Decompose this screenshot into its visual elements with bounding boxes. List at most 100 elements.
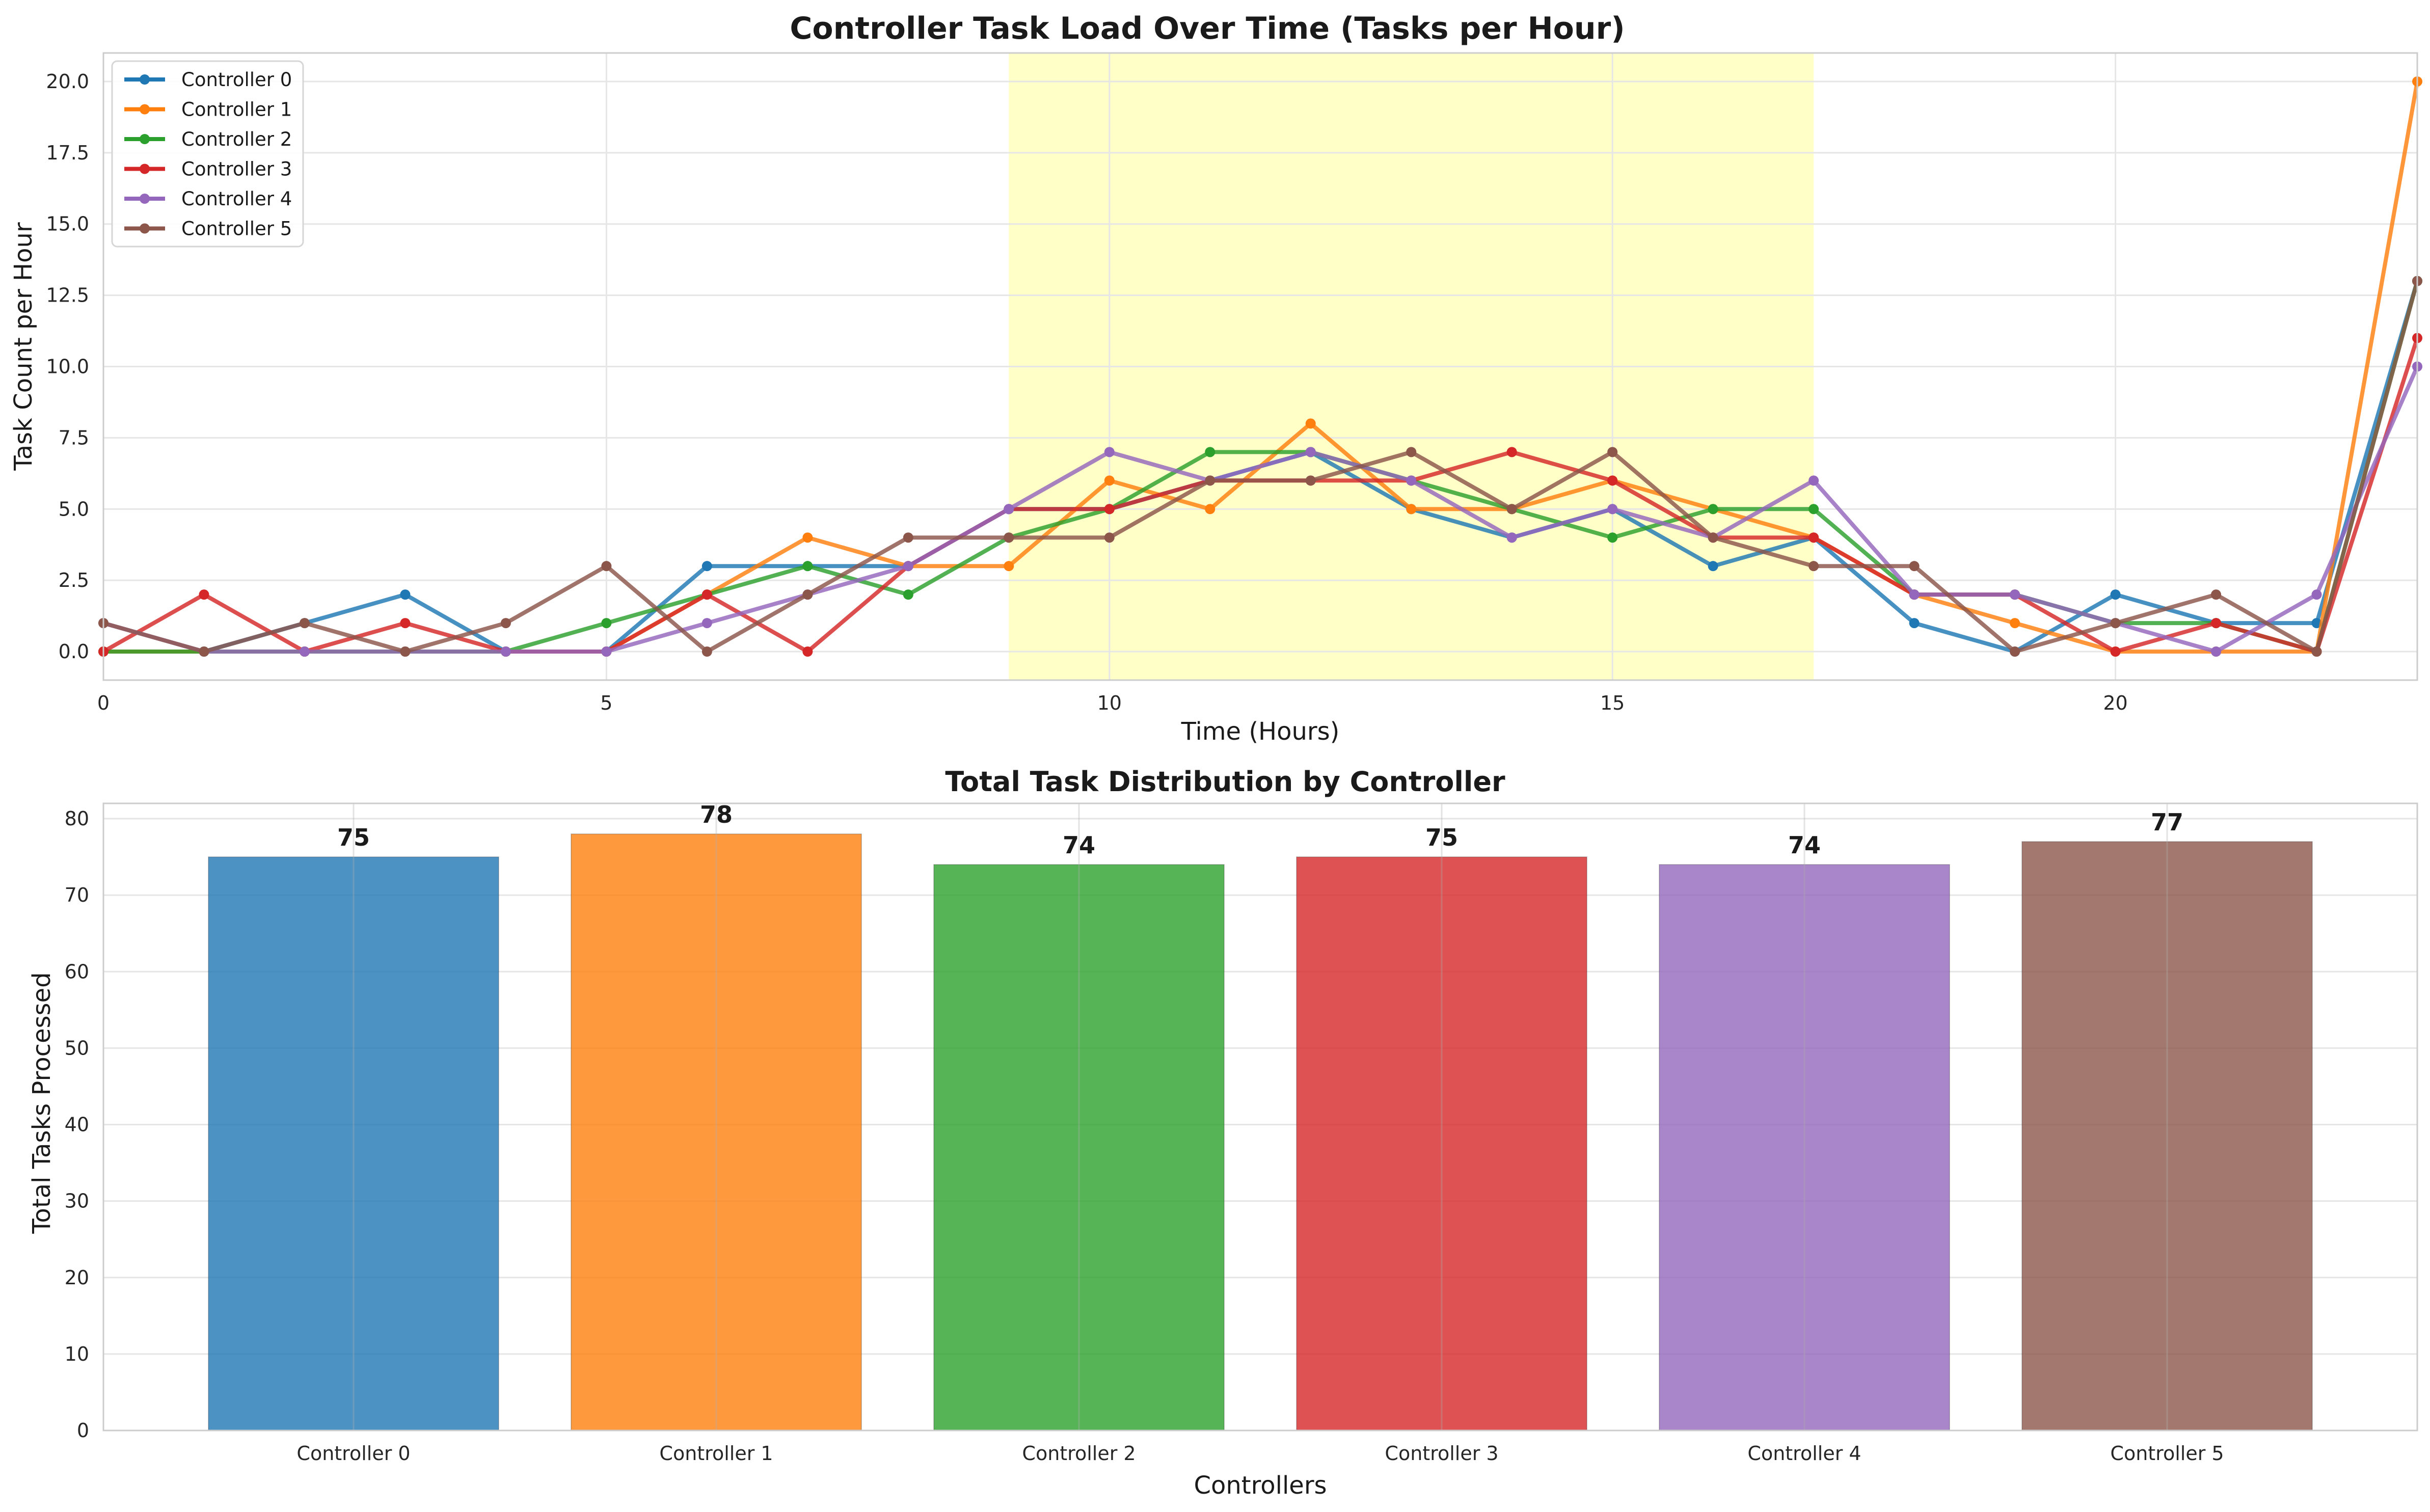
- data-point: [1506, 504, 1517, 515]
- legend-item: Controller 3: [124, 158, 292, 180]
- series-line: [102, 365, 2419, 654]
- y-tick-label: 15.0: [46, 213, 89, 235]
- y-tick-label: 40: [65, 1114, 89, 1136]
- x-tick-label: Controller 5: [2110, 1442, 2224, 1465]
- x-tick-label: 0: [97, 692, 110, 714]
- data-point: [1909, 561, 1920, 572]
- data-point: [1808, 504, 1819, 515]
- data-point: [2010, 646, 2020, 657]
- data-point: [1708, 561, 1718, 572]
- line-chart: Controller Task Load Over Time (Tasks pe…: [9, 11, 2422, 746]
- line-chart-y-ticks: 0.0 2.5 5.0 7.5 10.0 12.5 15.0 17.5 20.0: [46, 70, 89, 663]
- x-tick-label: 15: [1600, 692, 1625, 714]
- line-chart-grid: [102, 53, 2417, 680]
- line-chart-legend: Controller 0 Controller 1 Controller 2 Cont…: [111, 60, 304, 248]
- data-point: [1808, 475, 1819, 486]
- data-point: [2211, 646, 2222, 657]
- data-point: [1506, 447, 1517, 457]
- data-point: [1004, 504, 1014, 515]
- bar-value-label: 77: [2151, 808, 2183, 836]
- bar-chart-y-ticks: 0 10 20 30 40 50 60 70 80: [65, 807, 89, 1442]
- bar-value-label: 75: [337, 824, 370, 851]
- bar-chart-grid-vertical: [353, 803, 2168, 1430]
- legend-marker: [140, 104, 150, 115]
- data-point: [802, 589, 813, 600]
- data-point: [1708, 504, 1718, 515]
- data-point: [199, 589, 209, 600]
- legend-item: Controller 4: [124, 188, 292, 210]
- legend-label: Controller 3: [181, 158, 292, 180]
- series-controller-5: [98, 276, 2422, 657]
- bar-controller-2: [933, 864, 1225, 1431]
- y-tick-label: 0.0: [59, 640, 89, 663]
- data-point: [601, 646, 612, 657]
- legend-marker: [140, 223, 150, 234]
- data-point: [802, 646, 813, 657]
- y-tick-label: 50: [65, 1037, 89, 1059]
- data-point: [903, 589, 913, 600]
- data-point: [2110, 646, 2121, 657]
- data-point: [1205, 475, 1216, 486]
- data-point: [903, 532, 913, 543]
- data-point: [199, 646, 209, 657]
- line-chart-y-axis-label: Task Count per Hour: [9, 222, 38, 471]
- y-tick-label: 20: [65, 1266, 89, 1289]
- data-point: [1406, 475, 1417, 486]
- line-chart-frame: [102, 52, 2418, 681]
- bar-chart-bars: [208, 833, 2313, 1431]
- data-point: [701, 618, 712, 629]
- data-point: [601, 561, 612, 572]
- data-point: [400, 618, 411, 629]
- line-chart-x-ticks: 0 5 10 15 20: [97, 692, 2128, 714]
- bar-chart-title: Total Task Distribution by Controller: [945, 766, 1505, 798]
- line-chart-title: Controller Task Load Over Time (Tasks pe…: [790, 11, 1625, 46]
- bar-value-label: 74: [1788, 831, 1821, 859]
- x-tick-label: Controller 2: [1022, 1442, 1136, 1465]
- bar-chart-value-labels: 75 78 74 75 74 77: [337, 801, 2183, 859]
- y-tick-label: 20.0: [46, 70, 89, 93]
- data-point: [2110, 618, 2121, 629]
- legend-marker: [140, 74, 150, 85]
- legend-label: Controller 4: [181, 188, 292, 210]
- bar-chart: Total Task Distribution by Controller 75…: [28, 766, 2418, 1500]
- data-point: [1004, 561, 1014, 572]
- data-point: [1104, 447, 1115, 457]
- line-chart-x-axis-label: Time (Hours): [1181, 717, 1340, 746]
- legend-label: Controller 5: [181, 218, 292, 240]
- data-point: [903, 561, 913, 572]
- data-point: [1104, 504, 1115, 515]
- data-point: [299, 646, 310, 657]
- data-point: [299, 618, 310, 629]
- data-point: [1305, 418, 1316, 429]
- data-point: [1607, 504, 1618, 515]
- data-point: [1909, 618, 1920, 629]
- bar-controller-4: [1659, 864, 1950, 1431]
- data-point: [1205, 447, 1216, 457]
- data-point: [2211, 618, 2222, 629]
- series-line: [102, 280, 2419, 654]
- x-tick-label: 10: [1097, 692, 1122, 714]
- data-point: [802, 532, 813, 543]
- bar-value-label: 78: [700, 801, 733, 828]
- bar-value-label: 74: [1063, 831, 1095, 859]
- y-tick-label: 2.5: [59, 569, 89, 591]
- data-point: [1506, 532, 1517, 543]
- data-point: [1305, 447, 1316, 457]
- data-point: [2010, 589, 2020, 600]
- data-point: [1004, 532, 1014, 543]
- y-tick-label: 7.5: [59, 426, 89, 449]
- x-tick-label: Controller 1: [659, 1442, 773, 1465]
- data-point: [1205, 504, 1216, 515]
- data-point: [1406, 447, 1417, 457]
- data-point: [1708, 532, 1718, 543]
- x-tick-label: 20: [2103, 692, 2127, 714]
- y-tick-label: 60: [65, 960, 89, 983]
- bar-value-label: 75: [1425, 824, 1458, 851]
- x-tick-label: Controller 0: [296, 1442, 410, 1465]
- data-point: [400, 646, 411, 657]
- legend-item: Controller 1: [124, 99, 292, 121]
- legend-label: Controller 0: [181, 69, 292, 91]
- y-tick-label: 10: [65, 1343, 89, 1365]
- data-point: [701, 561, 712, 572]
